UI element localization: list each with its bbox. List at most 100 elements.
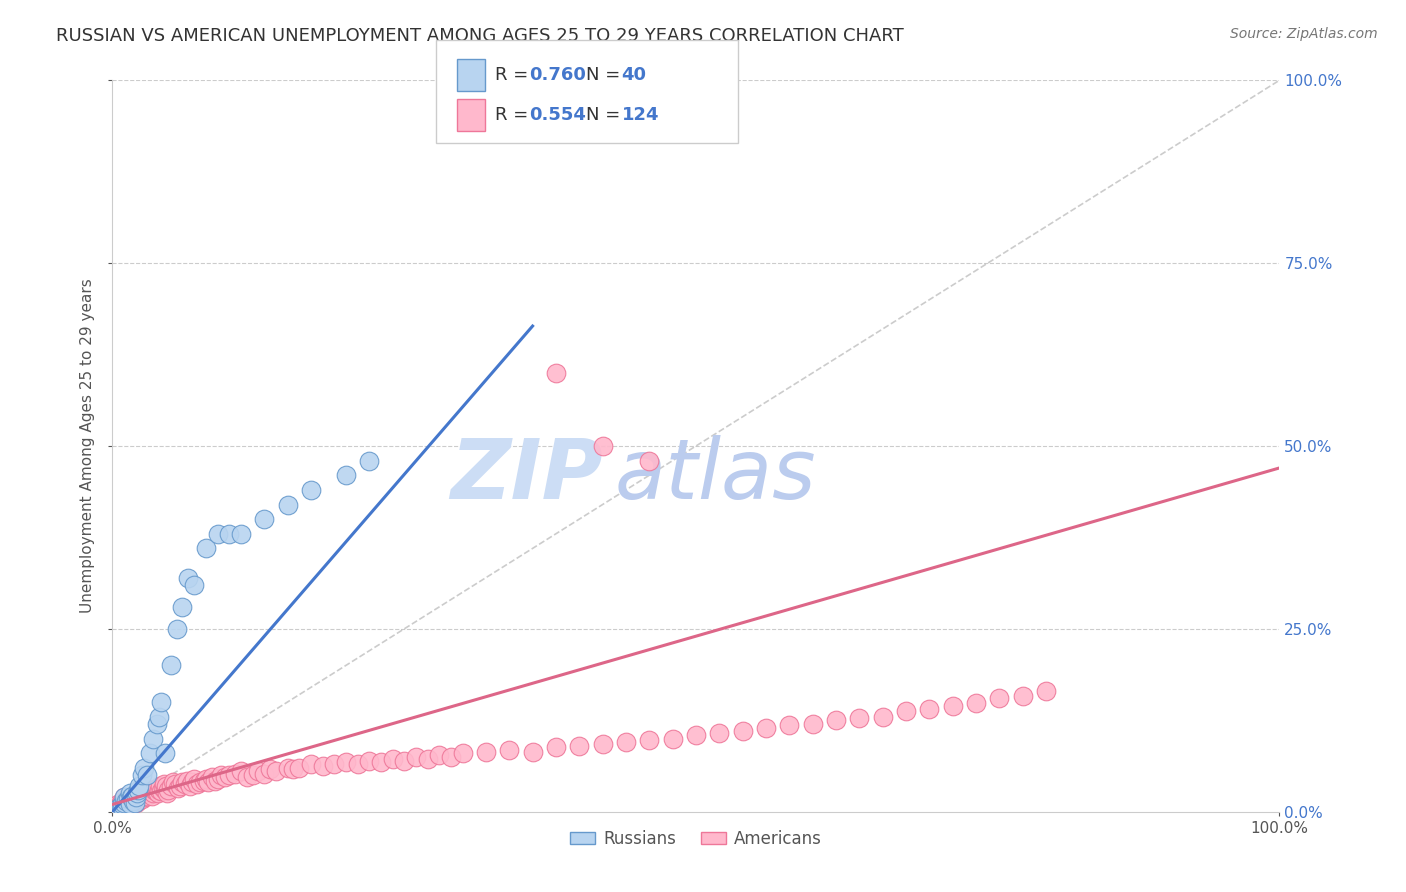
Point [253,512,276,526]
Point [118,794,141,808]
Point [122,794,145,808]
Point [136,789,159,803]
Point [148,782,170,797]
Point [416,752,439,766]
Point [475,745,498,759]
Point [145,784,167,798]
Point [197,775,219,789]
Text: atlas: atlas [614,434,815,516]
Point [194,772,217,786]
Point [224,766,246,780]
Point [131,768,153,782]
Point [125,787,148,801]
Point [132,761,155,775]
Text: 124: 124 [621,106,659,124]
Point [153,777,176,791]
Point [155,779,177,793]
Point [918,702,941,716]
Point [112,794,135,808]
Point [405,749,427,764]
Point [104,801,127,815]
Point [112,796,135,810]
Point [179,779,201,793]
Point [114,796,136,810]
Point [166,622,188,636]
Point [139,782,162,797]
Point [146,787,169,801]
Point [118,787,141,801]
Point [427,747,450,762]
Text: 0.760: 0.760 [529,66,585,84]
Point [146,781,169,796]
Point [139,746,162,760]
Point [122,794,145,808]
Point [778,718,800,732]
Point [592,738,614,752]
Point [188,775,211,789]
Point [110,798,132,813]
Point [183,578,205,592]
Point [276,761,298,775]
Point [242,768,264,782]
Point [111,794,134,808]
Point [124,790,146,805]
Point [118,796,141,810]
Point [165,777,187,791]
Point [132,790,155,805]
Text: ZIP: ZIP [450,434,603,516]
Point [544,366,567,380]
Point [141,789,163,803]
Point [115,794,138,808]
Point [112,790,135,805]
Point [160,779,183,793]
Point [124,796,146,810]
Point [218,526,240,541]
Y-axis label: Unemployment Among Ages 25 to 29 years: Unemployment Among Ages 25 to 29 years [80,278,96,614]
Point [214,770,236,784]
Point [207,526,229,541]
Point [685,728,707,742]
Point [872,709,894,723]
Point [186,777,208,791]
Point [731,724,754,739]
Point [118,797,141,812]
Point [253,766,276,780]
Point [172,775,194,789]
Point [107,801,129,815]
Point [135,784,157,798]
Point [988,691,1011,706]
Point [544,740,567,755]
Point [125,787,148,801]
Point [131,791,153,805]
Point [229,764,252,779]
Point [685,73,707,87]
Text: 0.554: 0.554 [529,106,585,124]
Point [323,757,346,772]
Point [120,791,142,805]
Point [112,790,135,805]
Point [160,658,183,673]
Point [156,787,179,801]
Point [148,709,170,723]
Text: RUSSIAN VS AMERICAN UNEMPLOYMENT AMONG AGES 25 TO 29 YEARS CORRELATION CHART: RUSSIAN VS AMERICAN UNEMPLOYMENT AMONG A… [56,27,904,45]
Point [661,731,683,746]
Point [152,781,174,796]
Point [125,791,148,805]
Point [942,698,965,713]
Point [117,791,139,805]
Point [614,735,637,749]
Point [162,775,184,789]
Point [127,782,149,797]
Point [359,754,381,768]
Text: Source: ZipAtlas.com: Source: ZipAtlas.com [1230,27,1378,41]
Point [335,468,357,483]
Point [894,704,917,718]
Point [965,697,987,711]
Point [638,453,661,467]
Point [153,746,176,760]
Point [498,742,520,756]
Point [157,782,180,797]
Point [288,761,311,775]
Point [128,779,150,793]
Point [440,749,463,764]
